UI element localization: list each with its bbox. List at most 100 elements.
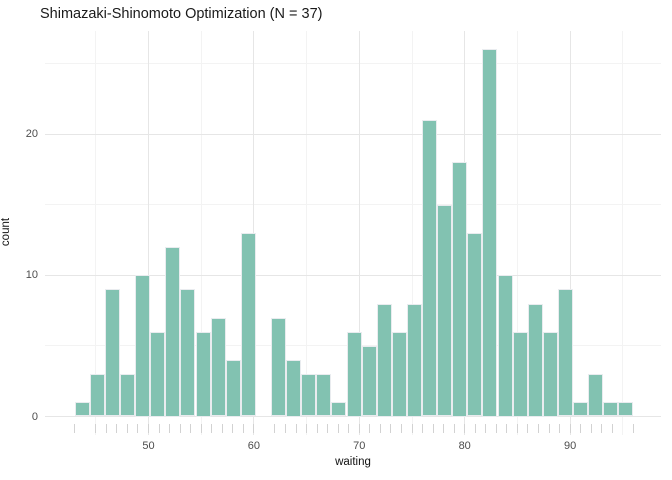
gridline-x-minor [200,31,202,435]
rug-tick [495,424,497,433]
y-tick-label: 10 [25,269,38,282]
rug-tick [158,424,160,433]
histogram-bar [437,204,453,417]
rug-tick [337,424,339,433]
histogram-bar [331,402,347,417]
histogram-bar [512,331,528,417]
histogram-bar [452,162,468,417]
rug-tick [485,424,487,433]
rug-tick [148,424,149,433]
rug-tick [105,424,107,433]
histogram-bar [361,345,377,417]
rug-tick [306,424,308,433]
histogram-bar [135,275,151,417]
rug-tick [506,424,508,433]
rug-tick [221,424,223,433]
rug-tick [295,424,297,433]
histogram-bar [482,49,498,417]
y-tick-label: 0 [31,410,38,423]
gridline-y-minor [45,204,661,206]
rug-tick [348,424,350,433]
rug-tick [611,424,613,433]
gridline-y-major [45,274,661,276]
histogram-bar [271,317,287,417]
rug-tick [74,424,76,433]
rug-tick [411,424,413,433]
histogram-bar [301,374,317,417]
gridline-y-major [45,133,661,135]
rug-tick [274,424,276,433]
x-axis-title: waiting [335,456,371,468]
rug-tick [527,424,529,433]
rug-tick [590,424,592,433]
rug-tick [632,424,634,433]
gridline-x-major [569,31,571,435]
gridline-x-major [148,31,149,435]
rug-tick [242,424,244,433]
gridline-y-minor [45,62,661,64]
gridline-x-minor [622,31,624,435]
rug-tick [537,424,539,433]
x-tick-label: 50 [142,440,155,452]
rug-tick [580,424,582,433]
rug-tick [569,424,571,433]
histogram-bar [210,317,226,417]
rug-tick [137,424,139,433]
histogram-bar [467,232,483,417]
rug-tick [464,424,466,433]
gridline-x-minor [516,31,518,435]
x-tick-label: 60 [247,440,261,452]
rug-tick [432,424,434,433]
rug-tick [516,424,518,433]
rug-tick [548,424,550,433]
rug-tick [474,424,476,433]
y-tick-label: 20 [25,128,38,140]
rug-tick [316,424,318,433]
plot-title: Shimazaki-Shinomoto Optimization (N = 37… [40,6,323,22]
x-tick-label: 80 [458,440,471,452]
histogram-bar [497,275,513,417]
histogram-bar [618,402,634,417]
rug-tick [422,424,424,433]
rug-tick [358,424,360,433]
histogram-bar [572,402,588,417]
histogram-bar [165,247,181,417]
rug-tick [211,424,213,433]
histogram-bar [150,331,166,417]
histogram-bar [588,374,604,417]
rug-tick [390,424,392,433]
y-axis-title: count [0,217,12,247]
rug-tick [601,424,603,433]
histogram-bar [240,232,256,417]
rug-tick [400,424,402,433]
histogram-bar [180,289,196,417]
gridline-x-minor [411,31,413,435]
rug-tick [253,424,255,433]
histogram-bar [603,402,619,417]
x-tick-label: 90 [563,440,577,452]
rug-tick [116,424,118,433]
rug-tick [559,424,561,433]
rug-tick [179,424,181,433]
rug-tick [327,424,329,433]
histogram-bar [376,303,392,417]
histogram-bar [527,303,543,417]
rug-tick [200,424,202,433]
histogram-bar [74,402,90,417]
histogram-bar [406,303,422,417]
histogram-bar [89,374,105,417]
histogram-bar [316,374,332,417]
gridline-x-minor [95,31,97,435]
histogram-bar [225,360,241,417]
histogram-bar [120,374,136,417]
rug-tick [285,424,287,433]
x-tick-label: 70 [353,440,366,452]
rug-tick [169,424,171,433]
gridline-x-major [358,31,360,435]
gridline-x-minor [306,31,308,435]
rug-tick [379,424,381,433]
rug-tick [126,424,128,433]
histogram-bar [346,331,362,417]
rug-tick [190,424,192,433]
